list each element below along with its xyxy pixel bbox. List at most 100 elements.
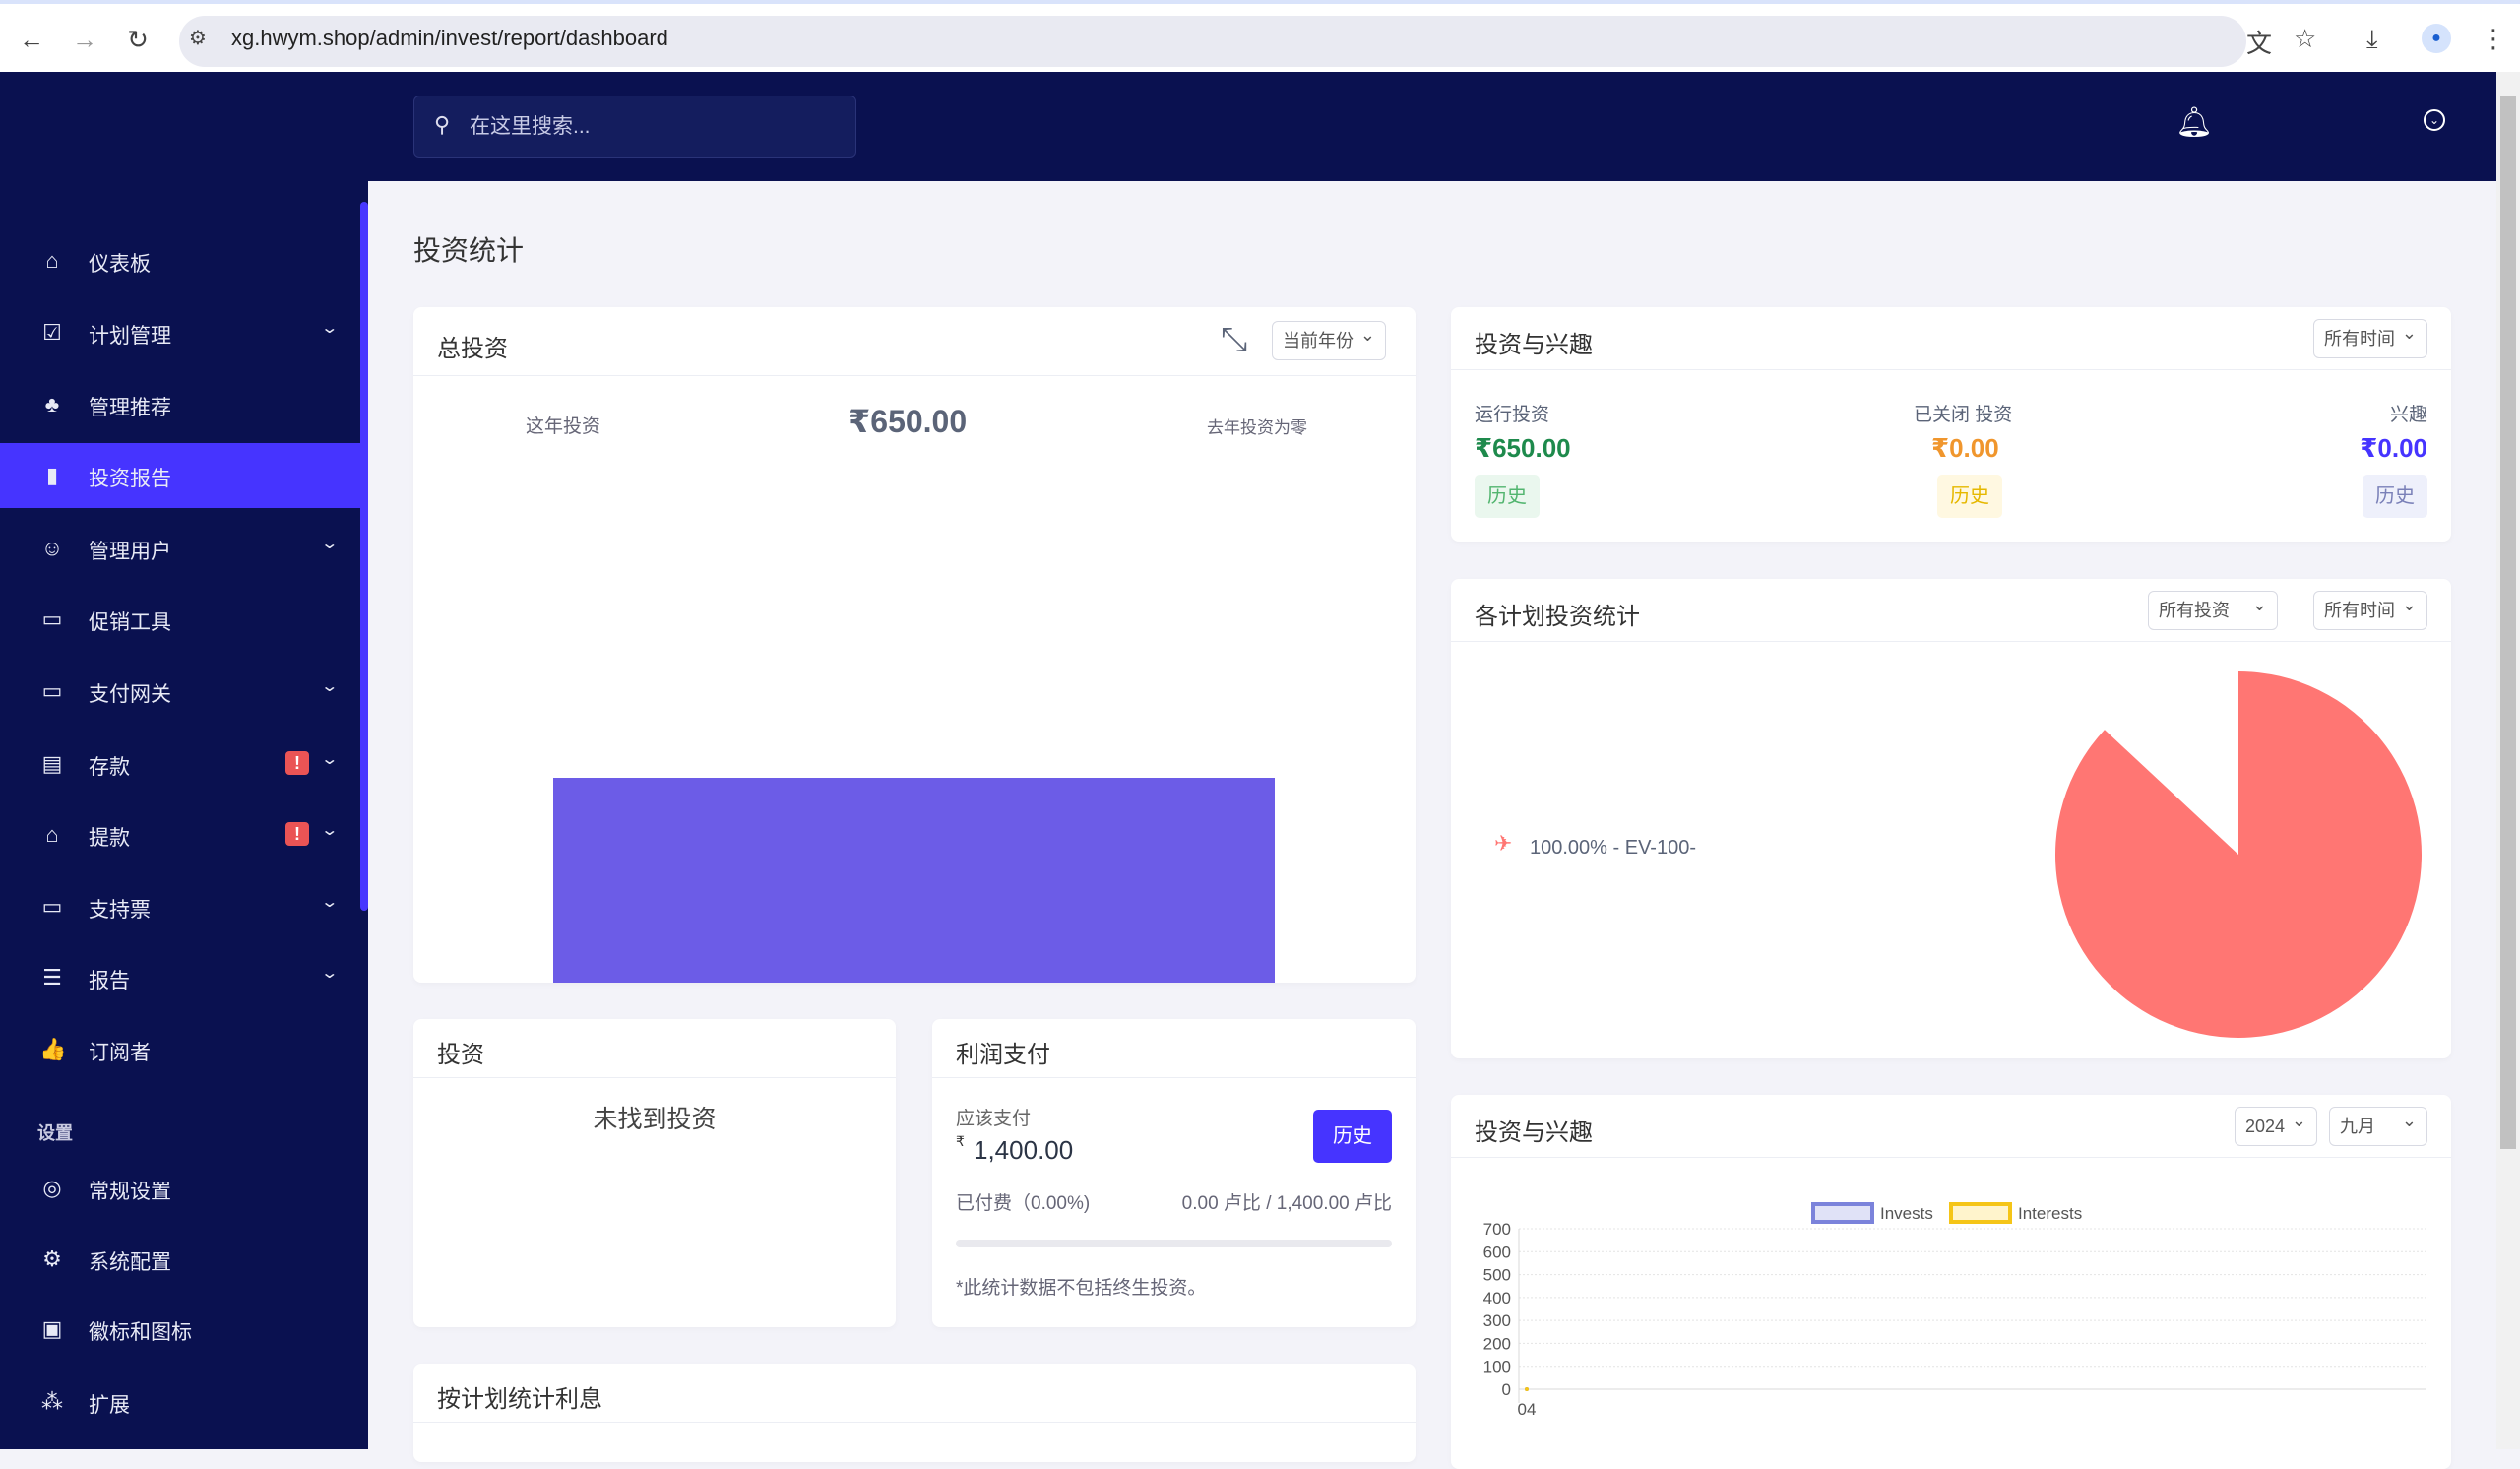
ticket-icon: ▭ [41, 894, 63, 919]
sidebar-settings-item-1[interactable]: ◎ 常规设置 [0, 1156, 360, 1221]
closed-history-button[interactable]: 历史 [1937, 475, 2002, 518]
browser-toolbar: ← → ↻ ⚙ xg.hwym.shop/admin/invest/report… [0, 0, 2520, 72]
y-tick-label: 400 [1483, 1289, 1511, 1308]
sidebar-item-label: 管理推荐 [89, 397, 171, 419]
sidebar-settings-item-4[interactable]: ⁂ 扩展 [0, 1370, 360, 1435]
sidebar-item-4[interactable]: ▮ 投资报告 [0, 443, 360, 508]
interest-label: 兴趣 [2389, 405, 2427, 425]
sidebar-item-label: 报告 [89, 970, 130, 992]
profile-icon[interactable]: ● [2422, 24, 2451, 53]
legend-label-interests: Interests [2018, 1204, 2082, 1223]
sidebar-item-12[interactable]: 👍 订阅者 [0, 1017, 360, 1082]
url-text[interactable]: xg.hwym.shop/admin/invest/report/dashboa… [231, 26, 668, 50]
top-header: ⚲ 🔔︎ ⌄ [368, 72, 2496, 181]
period-select[interactable]: 所有时间 [2313, 586, 2427, 630]
year-select[interactable]: 2024 [2234, 1102, 2317, 1146]
legend-label-invests: Invests [1880, 1204, 1933, 1223]
site-settings-icon[interactable]: ⚙ [189, 28, 207, 49]
back-button[interactable]: ← [19, 25, 44, 54]
chevron-down-icon: ⌄ [320, 536, 340, 552]
legend-swatch-invests [1811, 1202, 1874, 1224]
ad-icon: ▭ [41, 607, 63, 631]
sidebar-item-5[interactable]: ☺ 管理用户 ⌄ [0, 516, 360, 581]
sidebar-item-label: 徽标和图标 [89, 1321, 192, 1344]
note-text: *此统计数据不包括终生投资。 [956, 1278, 1207, 1299]
sidebar-item-label: 系统配置 [89, 1251, 171, 1274]
users-icon: ☺ [40, 536, 64, 560]
y-tick-label: 500 [1483, 1266, 1511, 1285]
bell-icon[interactable]: 🔔︎ [2175, 106, 2214, 139]
sidebar-item-10[interactable]: ▭ 支持票 ⌄ [0, 874, 360, 939]
invest-interest-card: 投资与兴趣 所有时间 运行投资 ₹650.00 历史 已关闭 投资 ₹0.00 … [1451, 307, 2451, 542]
forward-button[interactable]: → [72, 25, 97, 54]
sidebar-item-label: 支持票 [89, 899, 151, 922]
card-title: 总投资 [437, 336, 508, 362]
sidebar-item-label: 仪表板 [89, 253, 151, 276]
sidebar-scrollbar[interactable] [360, 202, 368, 911]
x-tick-label: 04 [1518, 1400, 1537, 1419]
plan-stats-card: 各计划投资统计 所有投资 所有时间 ✈ 100.00% - EV-100- [1451, 579, 2451, 1058]
tree-icon: ♣ [44, 392, 60, 416]
sidebar-item-label: 管理用户 [89, 541, 171, 563]
sidebar-item-3[interactable]: ♣ 管理推荐 [0, 372, 360, 437]
sidebar-item-2[interactable]: ☑ 计划管理 ⌄ [0, 300, 360, 365]
list-icon: ☰ [42, 965, 62, 990]
history-button[interactable]: 历史 [1313, 1110, 1392, 1163]
sidebar-settings-item-2[interactable]: ⚙ 系统配置 [0, 1227, 360, 1292]
alert-badge: ! [285, 751, 309, 775]
y-tick-label: 700 [1483, 1220, 1511, 1239]
profit-payment-card: 利润支付 应该支付 ₹ 1,400.00 历史 已付费（0.00%) 0.00 … [932, 1019, 1416, 1327]
invest-bar [553, 778, 1275, 983]
y-tick-label: 100 [1483, 1358, 1511, 1376]
download-icon[interactable]: ⤓ [2366, 24, 2378, 53]
more-menu-icon[interactable]: ⋮ [2481, 24, 2506, 53]
home-icon: ⌂ [45, 248, 59, 273]
y-tick-label: 600 [1483, 1243, 1511, 1261]
monthly-chart-card: 投资与兴趣 2024 九月 0 100 200 300 400 500 600 700 04 In… [1451, 1095, 2451, 1469]
y-tick-label: 300 [1483, 1311, 1511, 1330]
chevron-down-icon: ⌄ [320, 320, 340, 337]
search-box[interactable]: ⚲ [413, 96, 856, 158]
empty-message: 未找到投资 [593, 1106, 717, 1133]
month-select[interactable]: 九月 [2329, 1102, 2427, 1146]
period-select[interactable]: 所有时间 [2313, 314, 2427, 358]
sidebar-item-7[interactable]: ▭ 支付网关 ⌄ [0, 659, 360, 724]
search-input[interactable] [470, 96, 844, 157]
sidebar-item-8[interactable]: ▤ 存款! ⌄ [0, 732, 360, 797]
card-title: 投资与兴趣 [1475, 332, 1593, 358]
chevron-down-icon: ⌄ [320, 822, 340, 839]
invest-select[interactable]: 所有投资 [2148, 586, 2278, 630]
translate-icon[interactable]: 文 [2246, 29, 2273, 58]
closed-amount: ₹0.00 [1931, 433, 1999, 463]
page-title: 投资统计 [413, 235, 525, 266]
sidebar-item-9[interactable]: ⌂ 提款! ⌄ [0, 802, 360, 867]
interest-history-button[interactable]: 历史 [2362, 475, 2427, 518]
sidebar-settings-item-3[interactable]: ▣ 徽标和图标 [0, 1297, 360, 1362]
paid-ratio: 0.00 卢比 / 1,400.00 卢比 [1181, 1193, 1392, 1214]
sidebar-item-6[interactable]: ▭ 促销工具 [0, 587, 360, 652]
interest-by-plan-card: 按计划统计利息 [413, 1364, 1416, 1462]
period-select[interactable]: 当前年份 [1272, 316, 1386, 360]
sidebar-item-11[interactable]: ☰ 报告 ⌄ [0, 945, 360, 1010]
sidebar-item-label: 常规设置 [89, 1181, 171, 1203]
gear-icon: ⚙ [42, 1246, 62, 1271]
user-menu-chevron-icon[interactable]: ⌄ [2424, 109, 2445, 131]
y-tick-label: 200 [1483, 1334, 1511, 1353]
paid-label: 已付费（0.00%) [956, 1193, 1091, 1214]
page-scrollbar[interactable] [2496, 72, 2520, 1449]
invoice-dollar-icon: ▤ [41, 751, 63, 776]
star-icon[interactable]: ☆ [2294, 24, 2317, 53]
running-history-button[interactable]: 历史 [1475, 475, 1540, 518]
sidebar-item-1[interactable]: ⌂ 仪表板 [0, 228, 360, 293]
card-title: 投资 [437, 1042, 484, 1068]
this-year-amount: ₹650.00 [849, 404, 968, 439]
sidebar-item-label: 投资报告 [89, 468, 171, 490]
reload-button[interactable]: ↻ [127, 25, 149, 54]
sidebar-item-label: 订阅者 [89, 1042, 151, 1064]
last-year-note: 去年投资为零 [1207, 418, 1307, 437]
address-bar[interactable] [179, 16, 2246, 67]
image-icon: ▣ [41, 1316, 63, 1341]
compress-icon[interactable]: ⤡ [1221, 321, 1248, 358]
chevron-down-icon: ⌄ [320, 965, 340, 982]
sidebar-item-label: 提款 [89, 827, 130, 850]
